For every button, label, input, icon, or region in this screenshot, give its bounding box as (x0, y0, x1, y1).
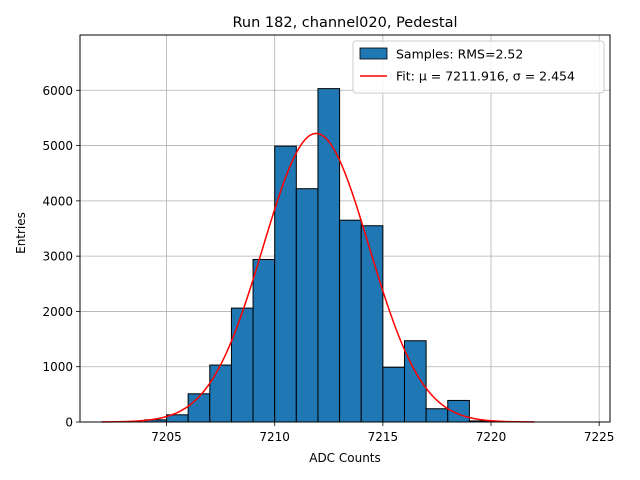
chart-title: Run 182, channel020, Pedestal (232, 15, 457, 31)
histogram-bar (187, 393, 211, 423)
plot-frame (79, 34, 611, 423)
y-tick-label: 3000 (42, 250, 73, 264)
y-axis-label: Entries (14, 212, 28, 254)
y-tick-label: 2000 (42, 305, 73, 319)
histogram-bar (230, 307, 254, 423)
histogram-bar (209, 364, 232, 423)
x-tick-label: 7220 (476, 430, 507, 444)
legend: Samples: RMS=2.52 Fit: μ = 7211.916, σ =… (352, 40, 605, 94)
legend-box (352, 40, 605, 94)
legend-swatch-samples (359, 47, 388, 60)
histogram-bar (382, 366, 405, 423)
legend-label-fit: Fit: μ = 7211.916, σ = 2.454 (396, 69, 575, 84)
histogram-bar (403, 340, 427, 423)
histogram-bars (144, 88, 492, 423)
y-tick-label: 5000 (42, 139, 73, 153)
histogram-bar (252, 258, 276, 423)
x-axis-label: ADC Counts (309, 451, 381, 465)
histogram-bar (317, 88, 341, 423)
x-tick-label: 7215 (368, 430, 399, 444)
histogram-bar (425, 408, 449, 423)
y-tick-label: 1000 (42, 360, 73, 374)
legend-label-samples: Samples: RMS=2.52 (396, 47, 523, 62)
fit-curve-line (101, 132, 535, 423)
x-tick-label: 7210 (259, 430, 290, 444)
y-axis-ticks: 0 1000 2000 3000 4000 5000 6000 (42, 84, 80, 430)
x-axis-ticks: 7205 7210 7215 7220 7225 (151, 422, 614, 444)
histogram-bar (274, 145, 297, 423)
y-tick-label: 0 (65, 416, 73, 430)
y-tick-label: 6000 (42, 84, 73, 98)
y-tick-label: 4000 (42, 194, 73, 208)
x-tick-label: 7205 (151, 430, 182, 444)
histogram-bar (339, 219, 362, 423)
x-tick-label: 7225 (584, 430, 615, 444)
histogram-bar (295, 188, 319, 423)
